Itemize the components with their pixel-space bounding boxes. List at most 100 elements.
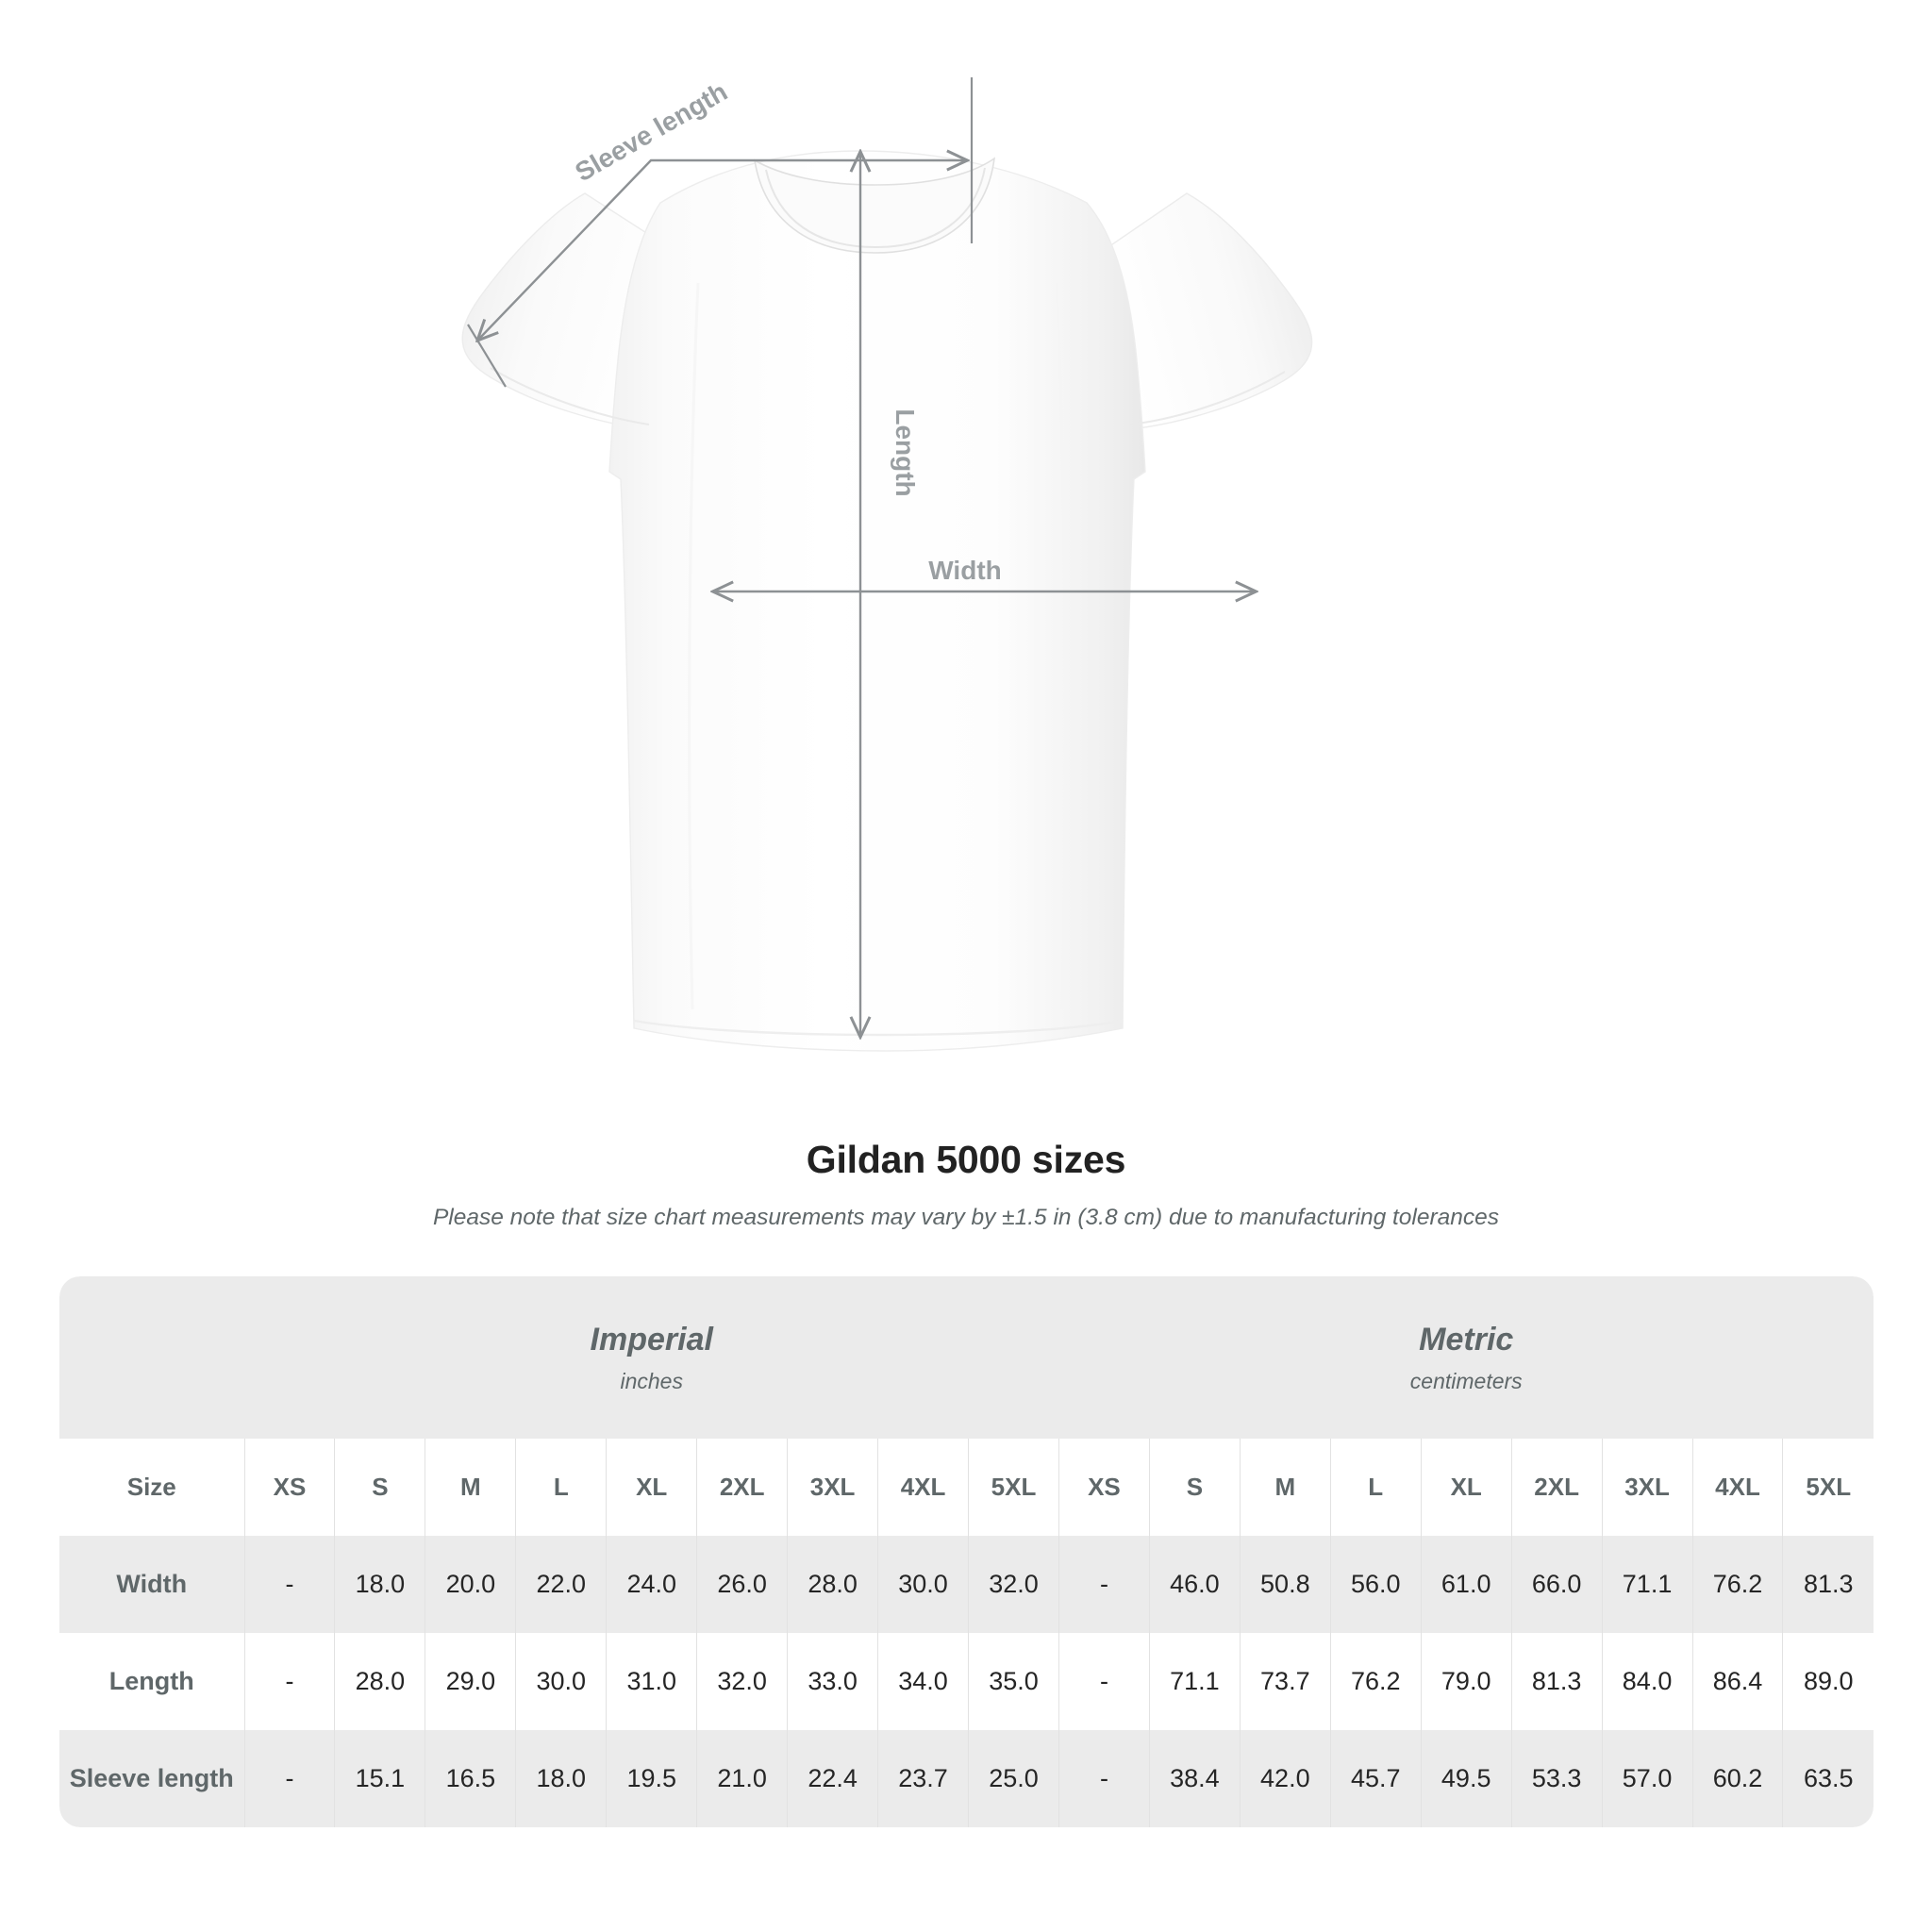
size-header-cell: 4XL bbox=[877, 1439, 969, 1536]
size-header-cell: 3XL bbox=[787, 1439, 878, 1536]
measurement-cell: 63.5 bbox=[1782, 1730, 1874, 1827]
size-header-cell: 5XL bbox=[968, 1439, 1059, 1536]
measurement-cell: 31.0 bbox=[606, 1633, 697, 1730]
measurement-cell: 66.0 bbox=[1510, 1536, 1603, 1633]
sleeve-length-label: Sleeve length bbox=[570, 76, 732, 187]
measurement-cell: 53.3 bbox=[1510, 1730, 1603, 1827]
measurement-cell: 86.4 bbox=[1691, 1633, 1783, 1730]
size-header-cell: XS bbox=[1058, 1439, 1150, 1536]
tshirt-shape bbox=[461, 150, 1313, 1052]
measurement-cell: - bbox=[243, 1633, 335, 1730]
measurement-cell: 25.0 bbox=[968, 1730, 1059, 1827]
measurement-cell: 46.0 bbox=[1148, 1536, 1241, 1633]
size-header-cell: M bbox=[425, 1439, 516, 1536]
measurement-cell: 22.0 bbox=[515, 1536, 607, 1633]
measurement-cell: 81.3 bbox=[1510, 1633, 1603, 1730]
measurement-cell: 28.0 bbox=[787, 1536, 878, 1633]
size-header-cell: XL bbox=[1420, 1439, 1512, 1536]
measurement-cell: 42.0 bbox=[1239, 1730, 1331, 1827]
measurement-cell: 19.5 bbox=[606, 1730, 697, 1827]
size-header-cell: XL bbox=[606, 1439, 697, 1536]
tshirt-illustration: Sleeve length Length Width bbox=[461, 76, 1313, 1052]
measurement-cell: 32.0 bbox=[968, 1536, 1059, 1633]
measurement-cell: 71.1 bbox=[1148, 1633, 1241, 1730]
system-unit: inches bbox=[620, 1369, 683, 1394]
measurement-cell: 32.0 bbox=[696, 1633, 788, 1730]
measurement-system-row: Imperial inches Metric centimeters bbox=[59, 1276, 1874, 1439]
measurement-cell: 28.0 bbox=[334, 1633, 425, 1730]
left-sleeve-hem bbox=[490, 367, 650, 425]
bottom-hem bbox=[633, 1019, 1124, 1037]
chart-heading-block: Gildan 5000 sizes Please note that size … bbox=[0, 1137, 1932, 1232]
measurement-cell: 18.0 bbox=[334, 1536, 425, 1633]
measurement-cell: 84.0 bbox=[1601, 1633, 1693, 1730]
measurement-cell: 56.0 bbox=[1329, 1536, 1422, 1633]
length-dimension: Length bbox=[860, 153, 920, 1036]
table-row: Width -18.0 20.0 22.0 24.0 26.0 28.0 30.0 32.0-4… bbox=[59, 1536, 1874, 1633]
measurement-cell: 50.8 bbox=[1239, 1536, 1331, 1633]
size-column-header: Size bbox=[59, 1439, 244, 1536]
measurement-cell: - bbox=[243, 1730, 335, 1827]
measurement-cell: 35.0 bbox=[968, 1633, 1059, 1730]
measurement-cell: - bbox=[1058, 1633, 1150, 1730]
sleeve-left-tick bbox=[467, 324, 507, 388]
size-header-cell: 3XL bbox=[1601, 1439, 1693, 1536]
size-header-cell: S bbox=[334, 1439, 425, 1536]
system-row-spacer bbox=[59, 1276, 244, 1439]
measurement-cell: - bbox=[1058, 1536, 1150, 1633]
measurement-cell: 73.7 bbox=[1239, 1633, 1331, 1730]
system-header-metric: Metric centimeters bbox=[1058, 1276, 1874, 1439]
measurement-cell: 30.0 bbox=[877, 1536, 969, 1633]
page-subtitle: Please note that size chart measurements… bbox=[432, 1205, 1500, 1231]
measurement-cell: 22.4 bbox=[787, 1730, 878, 1827]
measurement-cell: 23.7 bbox=[877, 1730, 969, 1827]
measurement-cell: 76.2 bbox=[1329, 1633, 1422, 1730]
measurement-cell: 49.5 bbox=[1420, 1730, 1512, 1827]
size-header-cell: 2XL bbox=[1510, 1439, 1603, 1536]
measurement-cell: 18.0 bbox=[515, 1730, 607, 1827]
length-label: Length bbox=[891, 408, 920, 496]
size-header-cell: L bbox=[515, 1439, 607, 1536]
row-label: Sleeve length bbox=[59, 1730, 244, 1827]
system-unit: centimeters bbox=[1409, 1369, 1523, 1394]
table-row: Length -28.0 29.0 30.0 31.0 32.0 33.0 34.0 35.0-… bbox=[59, 1633, 1874, 1730]
measurement-cell: 24.0 bbox=[606, 1536, 697, 1633]
measurement-cell: 45.7 bbox=[1329, 1730, 1422, 1827]
measurement-cell: 26.0 bbox=[696, 1536, 788, 1633]
measurement-cell: 81.3 bbox=[1782, 1536, 1874, 1633]
system-name: Metric bbox=[1419, 1321, 1514, 1357]
measurement-cell: 20.0 bbox=[425, 1536, 516, 1633]
measurement-cell: 79.0 bbox=[1420, 1633, 1512, 1730]
size-header-cell: M bbox=[1239, 1439, 1331, 1536]
measurement-cell: 33.0 bbox=[787, 1633, 878, 1730]
page-title: Gildan 5000 sizes bbox=[806, 1138, 1126, 1181]
measurement-cell: 89.0 bbox=[1782, 1633, 1874, 1730]
measurement-cell: 29.0 bbox=[425, 1633, 516, 1730]
size-header-cell: S bbox=[1148, 1439, 1241, 1536]
size-chart-table-wrapper: Imperial inches Metric centimeters Size XS S M L… bbox=[59, 1276, 1874, 1827]
size-header-cell: L bbox=[1329, 1439, 1422, 1536]
measurement-cell: 16.5 bbox=[425, 1730, 516, 1827]
width-dimension: Width bbox=[714, 556, 1255, 591]
size-header-cell: 2XL bbox=[696, 1439, 788, 1536]
fold-line-left bbox=[688, 282, 700, 1010]
row-label: Width bbox=[59, 1536, 244, 1633]
system-header-imperial: Imperial inches bbox=[244, 1276, 1059, 1439]
size-header-cell: XS bbox=[243, 1439, 335, 1536]
width-label: Width bbox=[928, 556, 1002, 585]
measurement-cell: 34.0 bbox=[877, 1633, 969, 1730]
fold-line-right bbox=[1055, 282, 1067, 1010]
measurement-cell: 30.0 bbox=[515, 1633, 607, 1730]
row-label: Length bbox=[59, 1633, 244, 1730]
measurement-cell: 15.1 bbox=[334, 1730, 425, 1827]
measurement-cell: 71.1 bbox=[1601, 1536, 1693, 1633]
measurement-cell: 21.0 bbox=[696, 1730, 788, 1827]
measurement-cell: 38.4 bbox=[1148, 1730, 1241, 1827]
right-sleeve-hem bbox=[1129, 371, 1286, 425]
table-row: Sleeve length -15.1 16.5 18.0 19.5 21.0 22.4 23… bbox=[59, 1730, 1874, 1827]
measurement-cell: 57.0 bbox=[1601, 1730, 1693, 1827]
system-name: Imperial bbox=[590, 1321, 713, 1357]
measurement-cell: 60.2 bbox=[1691, 1730, 1783, 1827]
size-header-cell: 5XL bbox=[1782, 1439, 1874, 1536]
measurement-cell: 61.0 bbox=[1420, 1536, 1512, 1633]
